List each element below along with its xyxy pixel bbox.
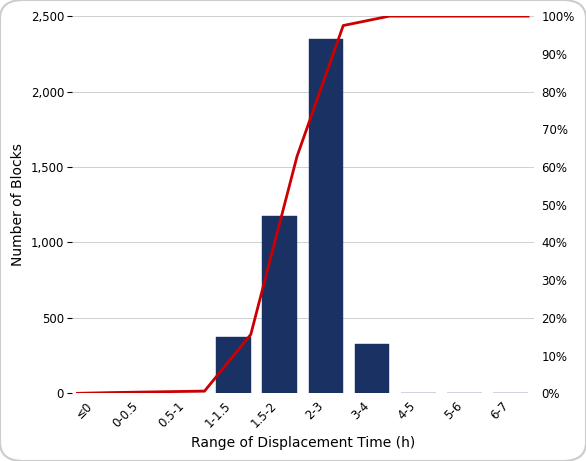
X-axis label: Range of Displacement Time (h): Range of Displacement Time (h) xyxy=(190,436,415,450)
Bar xyxy=(355,343,390,393)
Bar xyxy=(309,39,343,393)
Bar xyxy=(216,337,251,393)
Bar xyxy=(263,216,297,393)
Y-axis label: Number of Blocks: Number of Blocks xyxy=(11,143,25,266)
